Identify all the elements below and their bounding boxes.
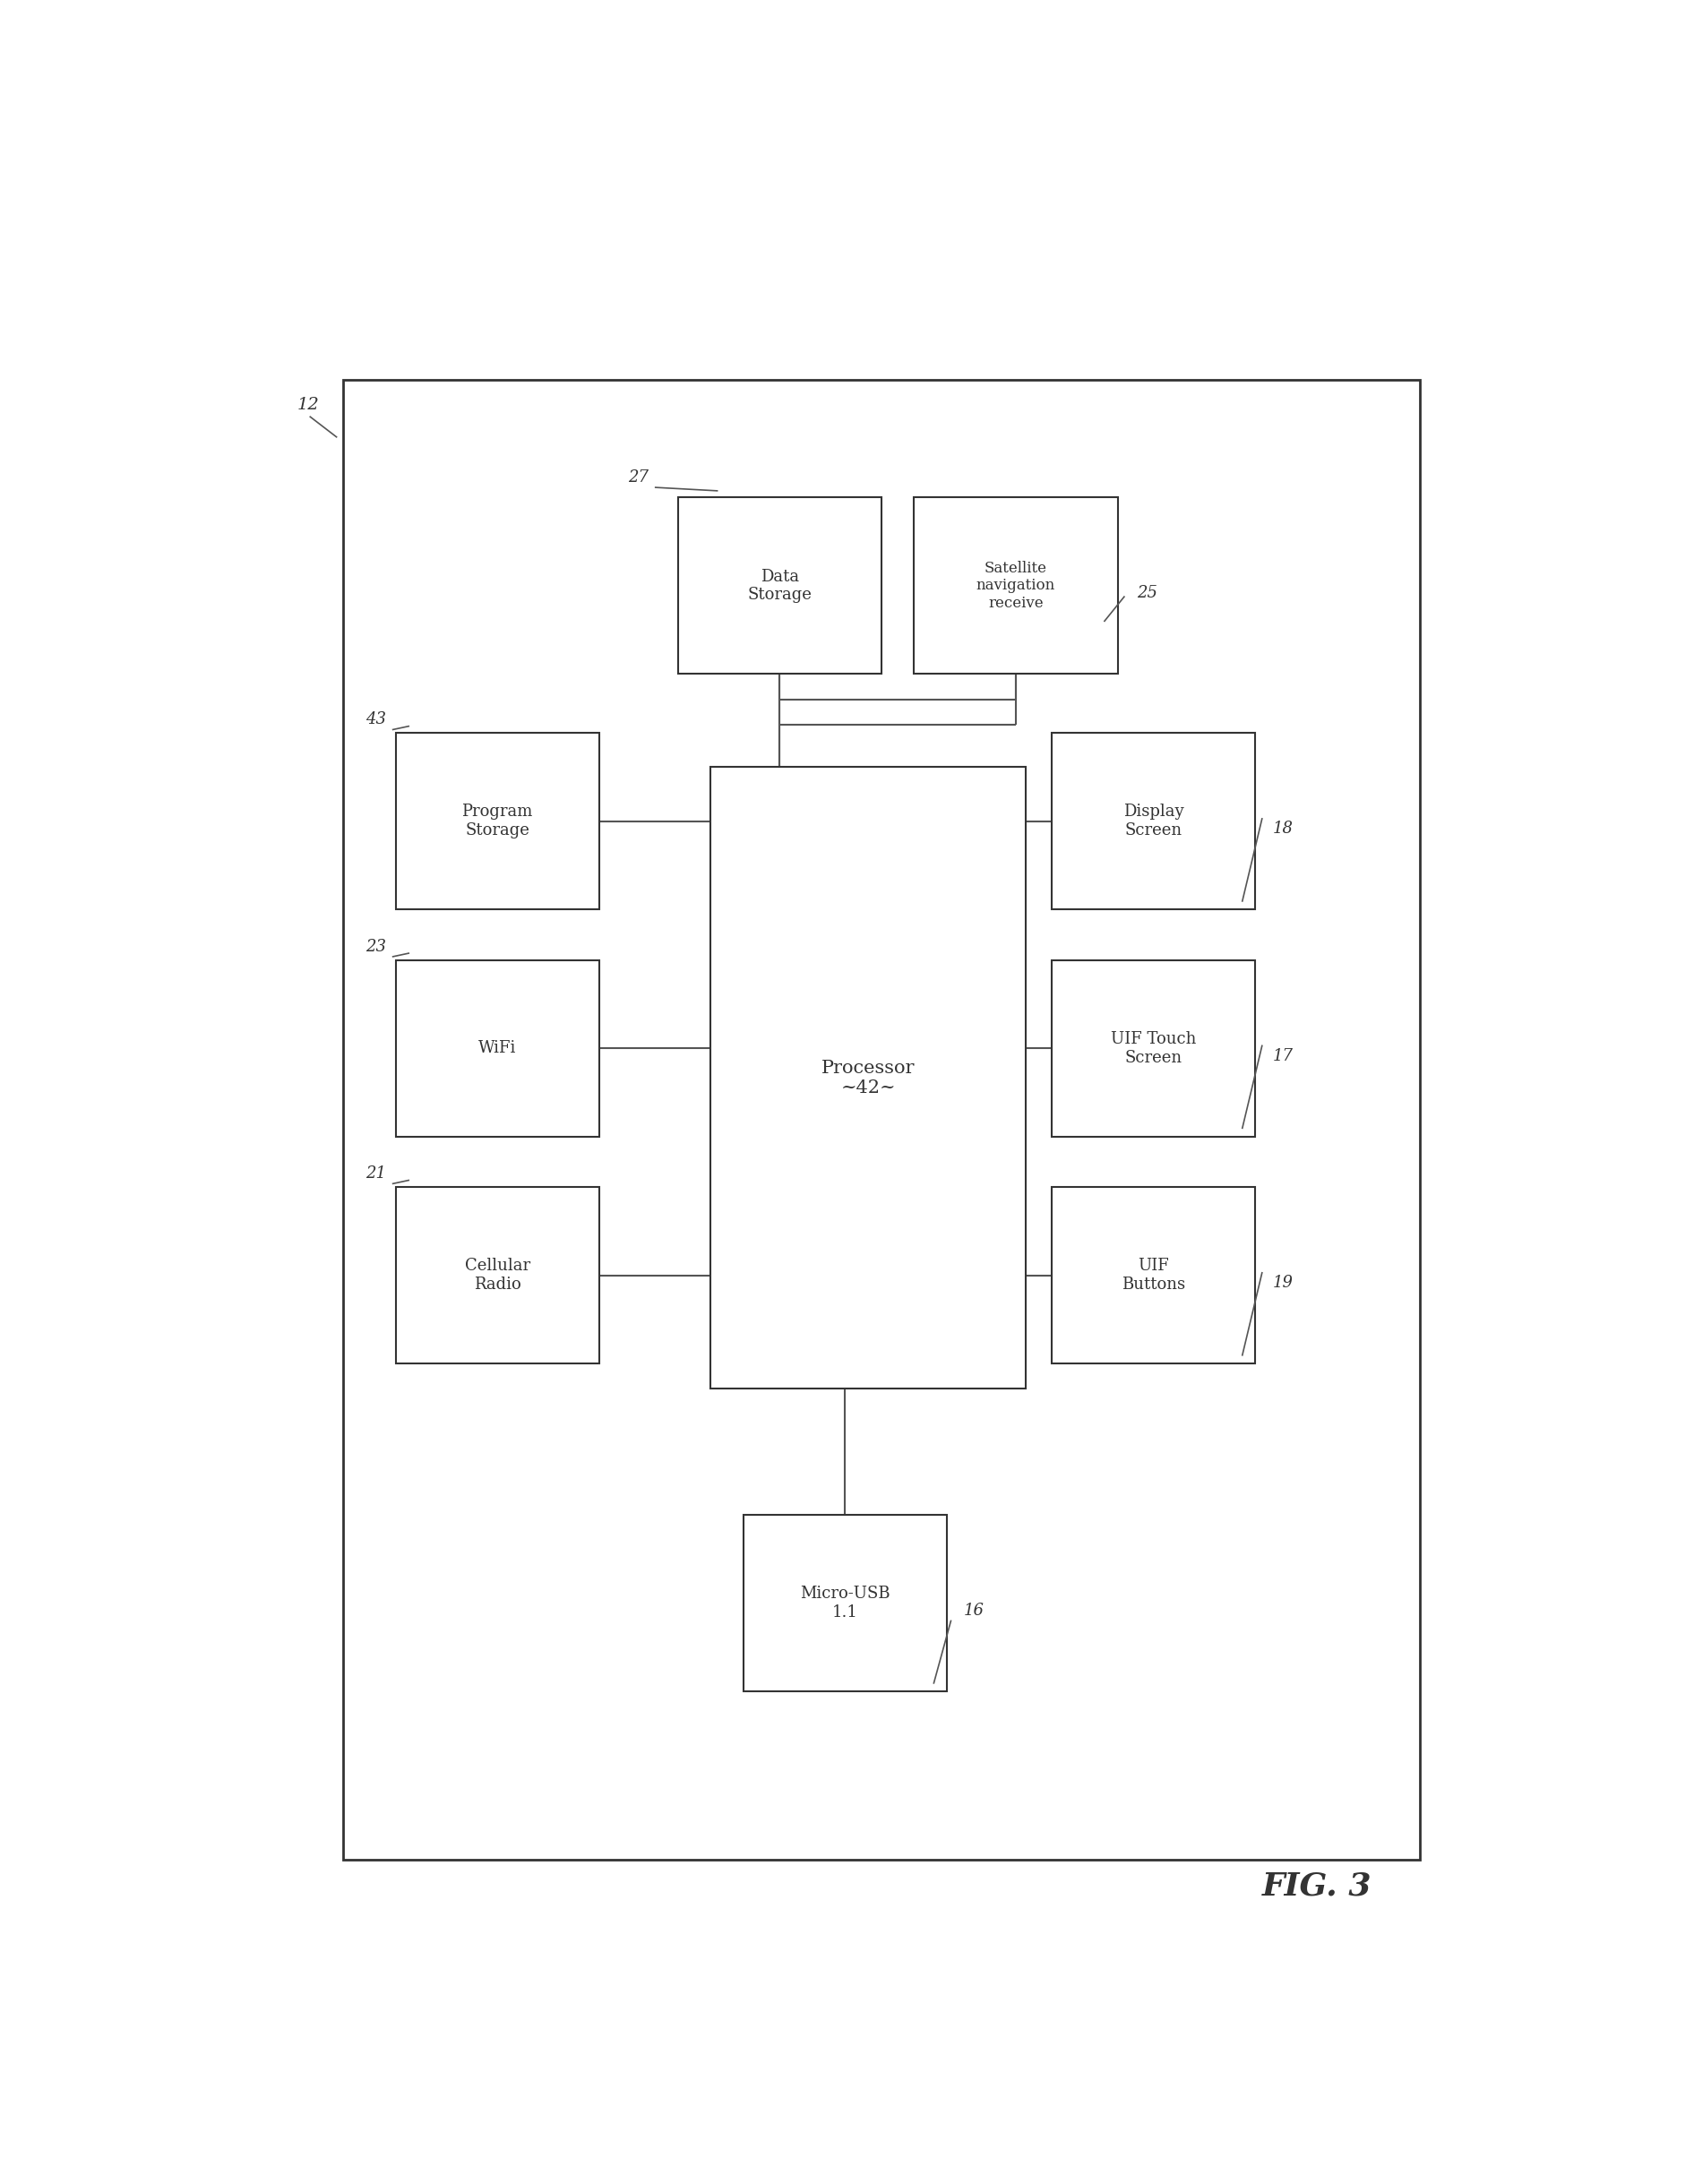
Bar — [395, 1188, 600, 1363]
Text: Micro-USB
1.1: Micro-USB 1.1 — [800, 1586, 891, 1621]
Text: Satellite
navigation
receive: Satellite navigation receive — [976, 561, 1055, 612]
Bar — [744, 1516, 947, 1690]
Text: UIF
Buttons: UIF Buttons — [1121, 1258, 1186, 1293]
Text: 21: 21 — [366, 1166, 386, 1182]
Text: 23: 23 — [366, 939, 386, 954]
Text: WiFi: WiFi — [478, 1040, 517, 1057]
Text: 25: 25 — [1137, 585, 1159, 601]
Text: Program
Storage: Program Storage — [462, 804, 534, 839]
Text: 12: 12 — [296, 397, 318, 413]
Text: 18: 18 — [1272, 821, 1293, 836]
Text: 17: 17 — [1272, 1048, 1293, 1064]
Bar — [1052, 734, 1255, 909]
Bar — [342, 380, 1420, 1861]
Text: Display
Screen: Display Screen — [1123, 804, 1184, 839]
Bar — [1052, 1188, 1255, 1363]
Bar — [395, 961, 600, 1136]
Text: UIF Touch
Screen: UIF Touch Screen — [1111, 1031, 1196, 1066]
Text: 19: 19 — [1272, 1275, 1293, 1291]
Text: 16: 16 — [964, 1603, 984, 1618]
Text: 27: 27 — [628, 470, 649, 485]
Text: Cellular
Radio: Cellular Radio — [464, 1258, 530, 1293]
Text: Data
Storage: Data Storage — [747, 568, 811, 603]
Bar — [678, 498, 881, 675]
Bar — [395, 734, 600, 909]
Bar — [915, 498, 1118, 675]
Bar — [1052, 961, 1255, 1136]
Text: 43: 43 — [366, 712, 386, 727]
Text: FIG. 3: FIG. 3 — [1262, 1872, 1372, 1902]
Bar — [711, 767, 1027, 1389]
Text: Processor
~42~: Processor ~42~ — [822, 1059, 915, 1096]
